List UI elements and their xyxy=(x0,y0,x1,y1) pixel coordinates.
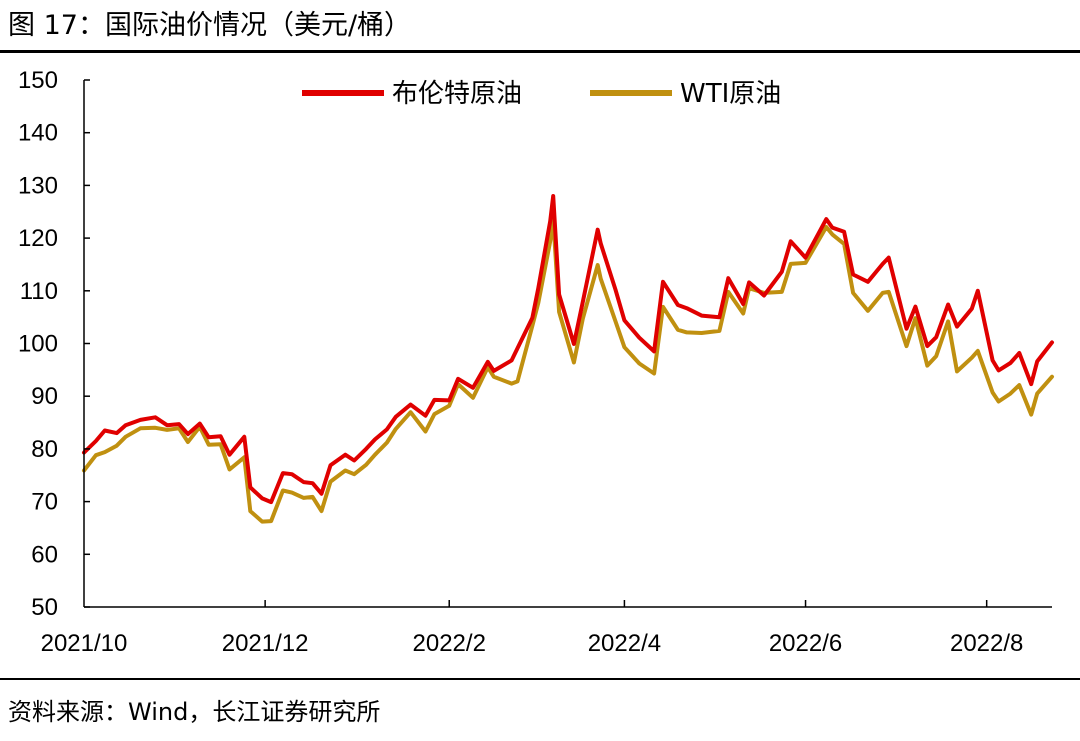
x-tick-label: 2021/12 xyxy=(222,630,309,657)
y-tick-label: 60 xyxy=(31,541,58,568)
source-note: 资料来源：Wind，长江证券研究所 xyxy=(8,698,381,726)
y-tick-label: 50 xyxy=(31,594,58,621)
x-tick-label: 2022/2 xyxy=(413,630,486,657)
y-tick-label: 100 xyxy=(18,331,58,358)
title-rule xyxy=(0,50,1080,53)
source-rule xyxy=(0,678,1080,680)
y-tick-label: 130 xyxy=(18,172,58,199)
x-axis: 2021/10 2021/12 2022/2 2022/4 2022/6 2022/8 xyxy=(41,600,1052,657)
y-axis: 50 60 70 80 90 100 110 120 130 140 150 xyxy=(18,67,90,621)
y-tick-label: 140 xyxy=(18,120,58,147)
y-tick-label: 70 xyxy=(31,489,58,516)
y-tick-label: 120 xyxy=(18,225,58,252)
x-tick-label: 2022/8 xyxy=(950,630,1023,657)
y-tick-label: 110 xyxy=(20,278,58,305)
figure-title: 图 17：国际油价情况（美元/桶） xyxy=(8,10,412,41)
legend-label-wti: WTI原油 xyxy=(680,79,781,109)
legend-label-brent: 布伦特原油 xyxy=(392,79,522,109)
series-line-brent xyxy=(82,194,1054,505)
series-line-wti xyxy=(82,216,1054,524)
y-tick-label: 150 xyxy=(18,67,58,94)
legend: 布伦特原油 WTI原油 xyxy=(302,79,781,109)
x-tick-label: 2021/10 xyxy=(41,630,128,657)
y-tick-label: 80 xyxy=(31,436,58,463)
x-tick-label: 2022/4 xyxy=(588,630,661,657)
plot-area xyxy=(82,194,1054,524)
x-tick-label: 2022/6 xyxy=(769,630,842,657)
y-tick-label: 90 xyxy=(31,383,58,410)
